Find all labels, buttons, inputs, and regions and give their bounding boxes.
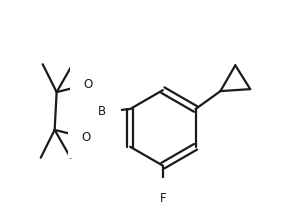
Text: O: O	[84, 78, 93, 91]
Text: B: B	[98, 105, 106, 119]
Text: F: F	[160, 192, 166, 205]
Text: O: O	[82, 131, 91, 144]
